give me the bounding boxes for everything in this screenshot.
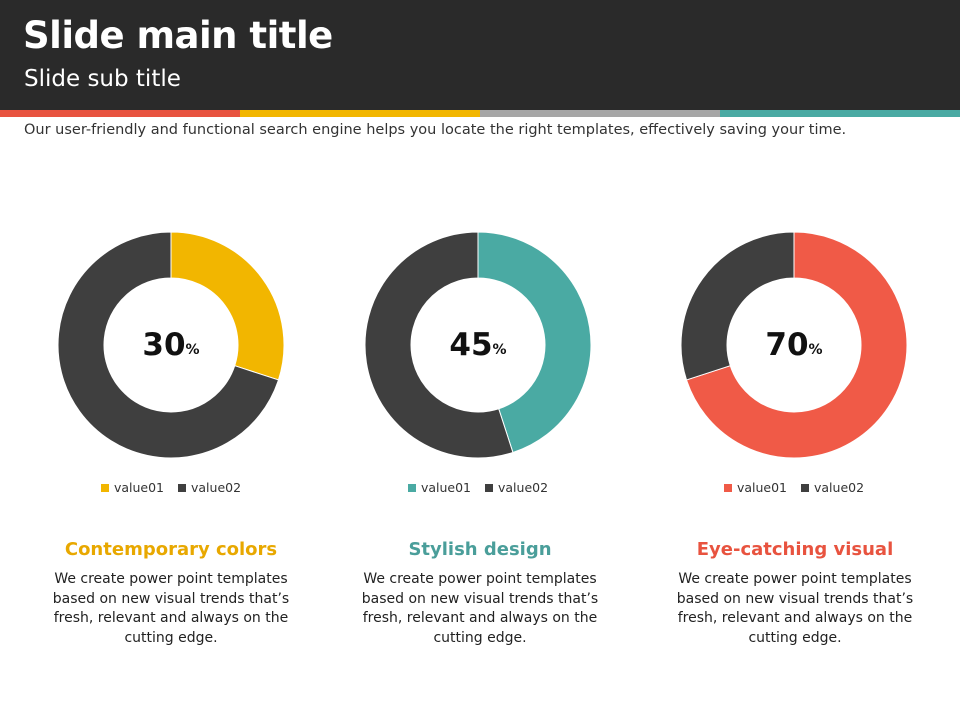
stripe-segment-1 bbox=[0, 110, 240, 117]
slide-description: Our user-friendly and functional search … bbox=[24, 122, 847, 138]
donut-slice-value02 bbox=[680, 231, 795, 381]
legend-label: value01 bbox=[736, 480, 787, 495]
donut-chart-2-svg bbox=[364, 231, 592, 459]
legend-label: value02 bbox=[814, 480, 865, 495]
slide-title: Slide main title bbox=[23, 14, 333, 57]
donut-slice-value01 bbox=[170, 231, 285, 381]
legend-item: value02 bbox=[178, 480, 241, 495]
legend-label: value02 bbox=[191, 480, 242, 495]
donut-slice-value02 bbox=[364, 231, 514, 459]
chart-legend-1: value01 value02 bbox=[51, 480, 291, 495]
legend-item: value02 bbox=[801, 480, 864, 495]
donut-slice-value01 bbox=[477, 231, 592, 454]
chart-legend-3: value01 value02 bbox=[674, 480, 914, 495]
donut-slice-value01 bbox=[685, 231, 908, 459]
donut-chart-1-svg bbox=[57, 231, 285, 459]
legend-label: value01 bbox=[113, 480, 164, 495]
slide-header: Slide main title Slide sub title bbox=[0, 0, 960, 110]
column-text-1: We create power point templates based on… bbox=[52, 571, 290, 646]
legend-swatch bbox=[801, 483, 809, 492]
stripe-segment-2 bbox=[240, 110, 480, 117]
legend-label: value02 bbox=[498, 480, 549, 495]
legend-swatch bbox=[100, 483, 109, 492]
legend-label: value01 bbox=[420, 480, 471, 495]
column-text-3: We create power point templates based on… bbox=[676, 571, 914, 646]
donut-chart-3: 70% bbox=[674, 225, 914, 465]
donut-chart-1: 30% bbox=[51, 225, 291, 465]
donut-chart-2: 45% bbox=[358, 225, 598, 465]
legend-item: value01 bbox=[723, 480, 787, 495]
legend-item: value01 bbox=[407, 480, 471, 495]
legend-item: value01 bbox=[100, 480, 164, 495]
column-title-2: Stylish design bbox=[408, 539, 552, 560]
legend-swatch bbox=[485, 483, 493, 492]
legend-swatch bbox=[178, 483, 186, 492]
column-text-2: We create power point templates based on… bbox=[361, 571, 599, 646]
legend-item: value02 bbox=[485, 480, 548, 495]
chart-legend-2: value01 value02 bbox=[358, 480, 598, 495]
legend-swatch bbox=[407, 483, 416, 492]
donut-chart-3-svg bbox=[680, 231, 908, 459]
column-title-1: Contemporary colors bbox=[64, 539, 278, 560]
legend-swatch bbox=[723, 483, 732, 492]
stripe-segment-4 bbox=[720, 110, 960, 117]
stripe-segment-3 bbox=[480, 110, 720, 117]
column-title-3: Eye-catching visual bbox=[696, 539, 894, 560]
donut-slice-value02 bbox=[57, 231, 280, 459]
slide-subtitle: Slide sub title bbox=[24, 66, 181, 92]
